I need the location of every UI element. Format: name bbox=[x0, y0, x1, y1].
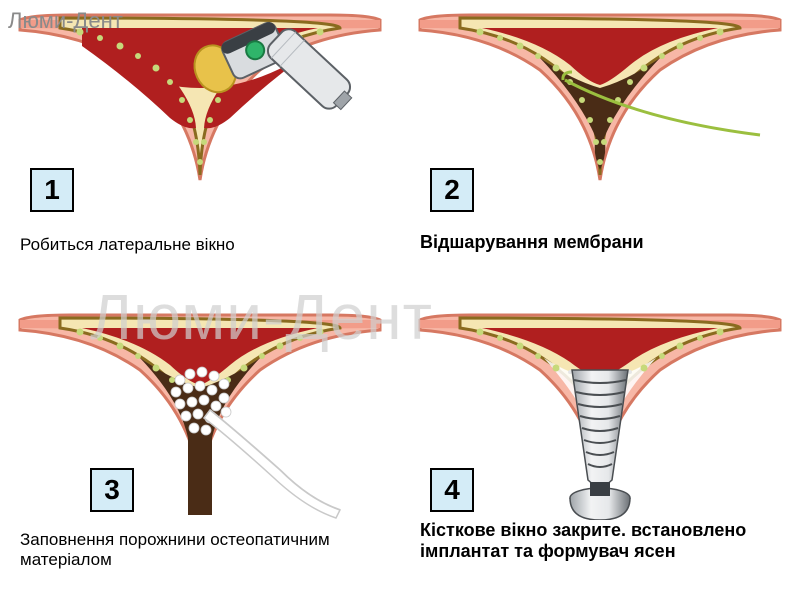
caption-step-1: Робиться латеральне вікно bbox=[20, 235, 380, 255]
step-number-2: 2 bbox=[430, 168, 474, 212]
illustration-3 bbox=[10, 310, 390, 500]
step-number-label: 4 bbox=[444, 474, 460, 506]
step-number-1: 1 bbox=[30, 168, 74, 212]
caption-step-4: Кісткове вікно закрите. встановлено імпл… bbox=[420, 520, 780, 562]
step-number-3: 3 bbox=[90, 468, 134, 512]
caption-step-3: Заповнення порожнини остеопатичним матер… bbox=[20, 530, 380, 570]
watermark-top: Люми-Дент bbox=[8, 8, 123, 34]
step-number-4: 4 bbox=[430, 468, 474, 512]
panel-step-1: 1 bbox=[0, 0, 400, 300]
panel-step-2: 2 bbox=[400, 0, 800, 300]
diagram-grid: 1 2 bbox=[0, 0, 800, 600]
step-number-label: 2 bbox=[444, 174, 460, 206]
caption-step-2: Відшарування мембрани bbox=[420, 232, 780, 253]
step-number-label: 1 bbox=[44, 174, 60, 206]
step-number-label: 3 bbox=[104, 474, 120, 506]
